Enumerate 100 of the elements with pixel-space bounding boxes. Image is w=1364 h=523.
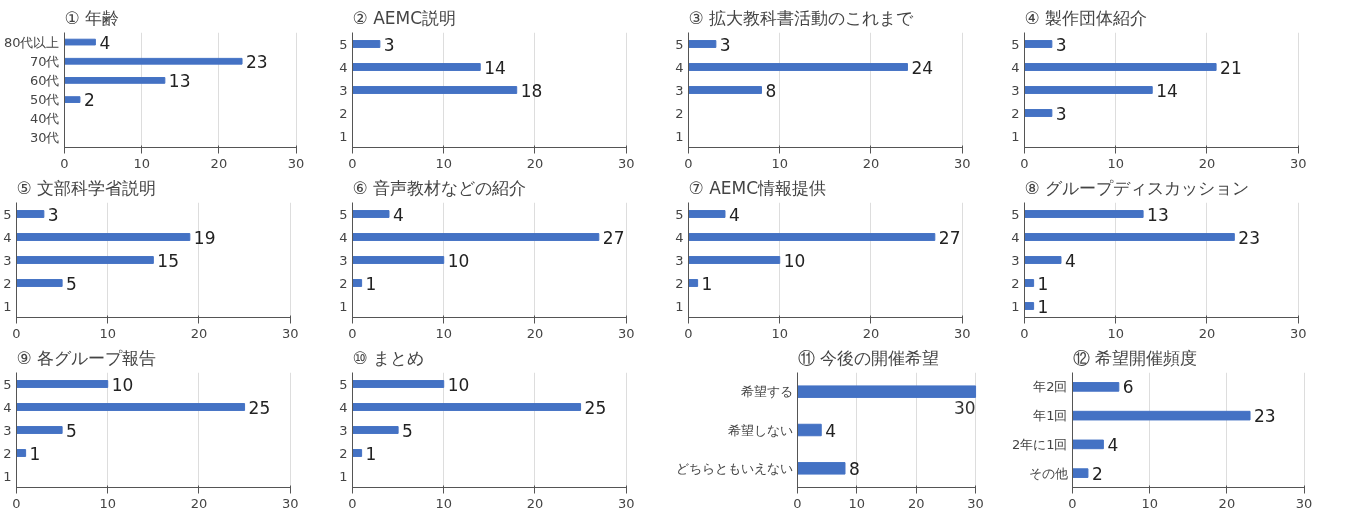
y-tick-label: 2 (675, 105, 684, 121)
bar (352, 210, 390, 218)
x-tick-label: 20 (1198, 155, 1216, 171)
x-tick-label: 10 (99, 495, 116, 511)
y-tick-label: 4 (339, 59, 348, 75)
x-tick-label: 10 (1141, 495, 1158, 511)
chart-title: ⑨ 各グループ報告 (16, 347, 157, 368)
x-tick-label: 0 (1068, 495, 1077, 511)
x-tick-label: 20 (526, 155, 544, 171)
y-tick-label: 5 (1011, 36, 1020, 52)
x-tick-label: 10 (1107, 325, 1124, 341)
bar (16, 210, 45, 218)
x-tick-label: 20 (862, 325, 880, 341)
chart-title: ⑤ 文部科学省説明 (16, 177, 157, 198)
data-label: 13 (168, 70, 191, 91)
data-label: 19 (193, 227, 216, 248)
y-tick-label: 5 (3, 376, 12, 392)
x-tick-label: 20 (190, 495, 208, 511)
data-label: 23 (1238, 227, 1260, 248)
data-label: 5 (402, 420, 413, 441)
y-tick-label: 1 (3, 468, 12, 484)
x-tick-label: 20 (526, 495, 544, 511)
y-tick-label: どちらともいえない (675, 460, 793, 476)
data-label: 2 (1091, 463, 1103, 484)
x-tick-label: 30 (281, 325, 299, 341)
x-tick-label: 10 (771, 325, 788, 341)
x-tick-label: 10 (435, 495, 452, 511)
x-tick-label: 10 (133, 155, 150, 171)
data-label: 10 (111, 374, 134, 395)
x-tick-label: 0 (12, 325, 21, 341)
bar (1024, 233, 1235, 241)
y-tick-label: 4 (1011, 59, 1020, 75)
data-label: 3 (383, 34, 395, 55)
chart-title: ③ 拡大教科書活動のこれまで (688, 7, 915, 28)
y-tick-label: 70代 (29, 53, 60, 69)
chart-title: ⑥ 音声教材などの紹介 (352, 177, 527, 198)
y-tick-label: 5 (3, 206, 12, 222)
data-label: 4 (99, 32, 111, 53)
y-tick-label: 4 (675, 59, 684, 75)
x-tick-label: 30 (281, 495, 299, 511)
data-label: 14 (1156, 80, 1178, 101)
data-label: 25 (248, 397, 271, 418)
bar (688, 233, 936, 241)
bar (64, 38, 96, 46)
data-label: 8 (848, 458, 860, 479)
bar (1024, 279, 1035, 287)
bar (16, 449, 27, 457)
bar (16, 233, 191, 241)
bar (352, 380, 445, 388)
bar (688, 86, 762, 94)
data-label: 21 (1220, 57, 1242, 78)
y-tick-label: 4 (3, 229, 12, 245)
data-label: 4 (1107, 434, 1119, 455)
bar (688, 279, 699, 287)
y-tick-label: 3 (3, 422, 12, 438)
x-tick-label: 10 (771, 155, 788, 171)
bar (688, 210, 726, 218)
y-tick-label: その他 (1028, 465, 1068, 481)
chart-title: ⑫ 希望開催頻度 (1072, 347, 1197, 368)
bar (352, 426, 399, 434)
x-tick-label: 30 (967, 495, 984, 511)
data-label: 4 (392, 204, 404, 225)
data-label: 23 (246, 51, 268, 72)
y-tick-label: 5 (1011, 206, 1020, 222)
x-tick-label: 0 (348, 495, 357, 511)
y-tick-label: 2 (3, 275, 12, 291)
data-label: 10 (447, 374, 470, 395)
x-tick-label: 30 (617, 155, 635, 171)
chart-title: ④ 製作団体紹介 (1024, 7, 1148, 28)
data-label: 1 (701, 273, 713, 294)
x-tick-label: 10 (1107, 155, 1124, 171)
data-label: 18 (520, 80, 543, 101)
x-tick-label: 30 (953, 155, 971, 171)
data-label: 4 (825, 420, 837, 441)
chart-title: ① 年齢 (64, 7, 120, 28)
bar (1072, 410, 1251, 421)
y-tick-label: 2 (339, 445, 348, 461)
y-tick-label: 3 (3, 252, 12, 268)
y-tick-label: 3 (1011, 252, 1020, 268)
y-tick-label: 80代以上 (3, 34, 60, 50)
bar (64, 57, 243, 65)
bar (797, 462, 846, 475)
x-tick-label: 0 (60, 155, 69, 171)
data-label: 25 (584, 397, 607, 418)
chart-title: ⑧ グループディスカッション (1024, 177, 1250, 198)
bar (352, 256, 445, 264)
data-label: 30 (953, 397, 976, 418)
data-label: 6 (1122, 377, 1134, 398)
y-tick-label: 3 (339, 252, 348, 268)
bar (64, 77, 166, 84)
chart-title: ⑪ 今後の開催希望 (797, 347, 939, 368)
x-tick-label: 0 (684, 325, 693, 341)
chart-title: ② AEMC説明 (352, 7, 457, 28)
x-tick-label: 30 (1289, 325, 1307, 341)
x-tick-label: 0 (1020, 325, 1029, 341)
y-tick-label: 4 (1011, 229, 1020, 245)
x-tick-label: 0 (793, 495, 802, 511)
data-label: 24 (911, 57, 934, 78)
y-tick-label: 5 (339, 36, 348, 52)
y-tick-label: 1 (339, 468, 348, 484)
